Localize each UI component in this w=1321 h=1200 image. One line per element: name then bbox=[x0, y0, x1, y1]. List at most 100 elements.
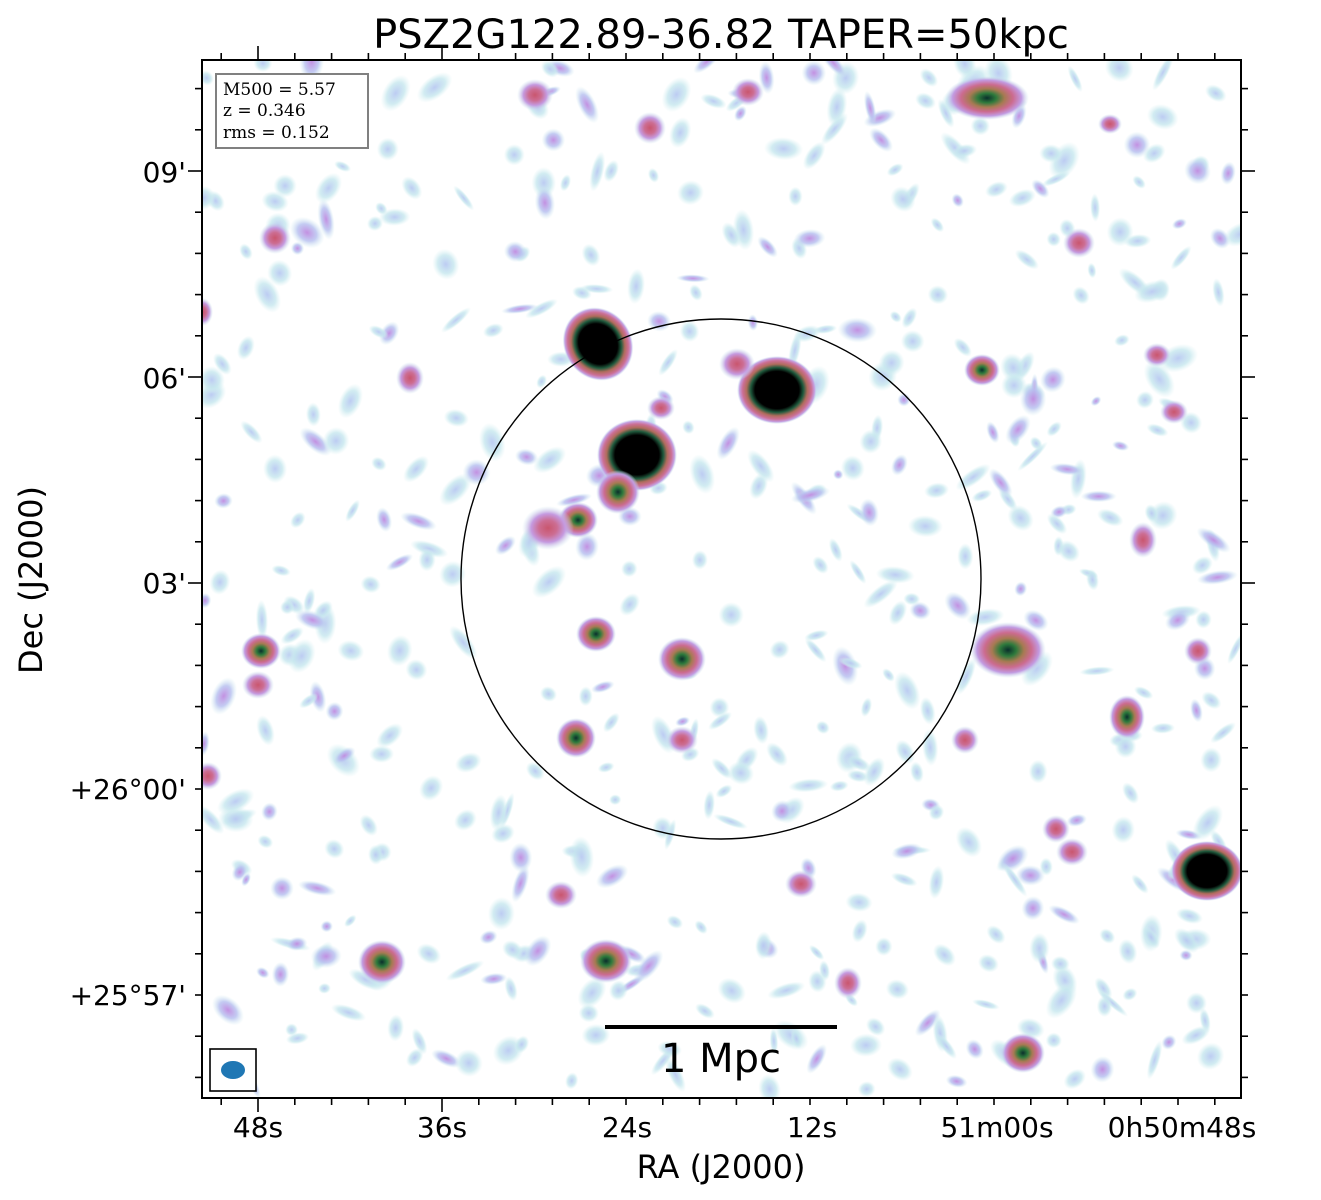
faint-source bbox=[719, 348, 755, 380]
noise-blob bbox=[509, 842, 533, 873]
noise-blob bbox=[888, 600, 908, 626]
noise-blob bbox=[441, 307, 471, 333]
noise-blob bbox=[828, 538, 843, 562]
noise-blob bbox=[256, 966, 270, 979]
noise-blob bbox=[1002, 862, 1028, 897]
noise-blob bbox=[1150, 722, 1176, 734]
noise-blob bbox=[1086, 568, 1099, 591]
noise-blob bbox=[310, 944, 342, 969]
noise-blob bbox=[285, 1032, 310, 1045]
faint-source bbox=[1098, 114, 1122, 134]
noise-blob bbox=[1072, 286, 1090, 305]
noise-blob bbox=[453, 185, 475, 211]
noise-blob bbox=[1189, 698, 1203, 723]
noise-blob bbox=[531, 565, 567, 599]
noise-blob bbox=[333, 746, 356, 765]
bright-source bbox=[945, 76, 1029, 120]
noise-blob bbox=[1014, 581, 1028, 597]
noise-blob bbox=[318, 982, 331, 994]
noise-blob bbox=[717, 977, 746, 1004]
noise-blob bbox=[846, 769, 869, 783]
noise-blob bbox=[1121, 782, 1140, 804]
noise-blob bbox=[1087, 262, 1097, 279]
bright-source bbox=[737, 356, 817, 424]
noise-blob bbox=[851, 919, 868, 943]
r500-circle bbox=[460, 318, 982, 840]
noise-blob bbox=[733, 105, 747, 122]
noise-blob bbox=[431, 1049, 462, 1069]
noise-blob bbox=[368, 325, 389, 339]
noise-blob bbox=[769, 640, 790, 660]
noise-blob bbox=[385, 553, 414, 571]
noise-blob bbox=[1079, 666, 1115, 676]
noise-blob bbox=[462, 459, 491, 486]
noise-blob bbox=[919, 696, 936, 725]
noise-blob bbox=[1146, 423, 1169, 437]
noise-blob bbox=[305, 402, 321, 427]
noise-blob bbox=[812, 556, 829, 574]
noise-blob bbox=[1144, 504, 1159, 523]
noise-blob bbox=[1048, 904, 1080, 925]
noise-blob bbox=[263, 454, 288, 484]
noise-blob bbox=[753, 715, 769, 745]
noise-blob bbox=[1049, 462, 1085, 476]
noise-blob bbox=[454, 752, 482, 773]
noise-blob bbox=[581, 1023, 611, 1047]
faint-source bbox=[1184, 637, 1212, 665]
noise-blob bbox=[405, 659, 428, 681]
noise-blob bbox=[1015, 864, 1046, 886]
noise-blob bbox=[930, 217, 945, 233]
noise-blob bbox=[882, 668, 895, 682]
noise-blob bbox=[890, 186, 916, 213]
faint-source bbox=[396, 362, 424, 394]
noise-blob bbox=[863, 579, 898, 609]
info-box: M500 = 5.57 z = 0.346 rms = 0.152 bbox=[215, 73, 369, 149]
noise-blob bbox=[337, 640, 365, 662]
noise-blob bbox=[261, 802, 278, 821]
faint-source bbox=[834, 967, 862, 999]
noise-blob bbox=[951, 193, 964, 208]
noise-blob bbox=[790, 486, 831, 504]
noise-blob bbox=[416, 72, 453, 103]
faint-source bbox=[517, 79, 553, 111]
noise-blob bbox=[1123, 131, 1151, 159]
noise-blob bbox=[986, 421, 1000, 444]
noise-blob bbox=[677, 180, 704, 206]
compact-source bbox=[580, 939, 632, 983]
noise-blob bbox=[793, 228, 826, 248]
noise-blob bbox=[944, 591, 972, 620]
noise-blob bbox=[1099, 928, 1116, 944]
faint-source bbox=[785, 870, 817, 898]
noise-blob bbox=[859, 498, 879, 527]
y-tick-label: 06' bbox=[143, 362, 186, 395]
noise-blob bbox=[863, 90, 877, 126]
noise-blob bbox=[1029, 932, 1050, 964]
noise-blob bbox=[286, 936, 308, 951]
noise-blob bbox=[289, 216, 325, 249]
noise-blob bbox=[211, 994, 245, 1026]
noise-blob bbox=[487, 896, 515, 931]
noise-blob bbox=[875, 937, 893, 956]
noise-blob bbox=[1196, 1042, 1225, 1071]
noise-blob bbox=[403, 455, 430, 483]
noise-blob bbox=[972, 999, 1000, 1010]
noise-blob bbox=[666, 915, 684, 929]
noise-blob bbox=[379, 321, 400, 346]
noise-blob bbox=[621, 560, 638, 578]
noise-blob bbox=[860, 697, 873, 718]
noise-blob bbox=[875, 566, 915, 584]
noise-blob bbox=[360, 575, 381, 594]
scale-bar-label: 1 Mpc bbox=[661, 1036, 781, 1082]
noise-blob bbox=[985, 181, 1008, 198]
noise-blob bbox=[334, 160, 352, 172]
noise-blob bbox=[886, 163, 904, 177]
noise-blob bbox=[679, 320, 700, 343]
noise-blob bbox=[534, 185, 556, 220]
noise-blob bbox=[591, 680, 615, 694]
noise-blob bbox=[482, 323, 504, 338]
noise-blob bbox=[909, 601, 932, 620]
noise-blob bbox=[556, 493, 592, 507]
x-tick-label: 0h50m48s bbox=[1108, 1111, 1257, 1144]
noise-blob bbox=[1096, 508, 1124, 527]
noise-blob bbox=[581, 243, 601, 267]
